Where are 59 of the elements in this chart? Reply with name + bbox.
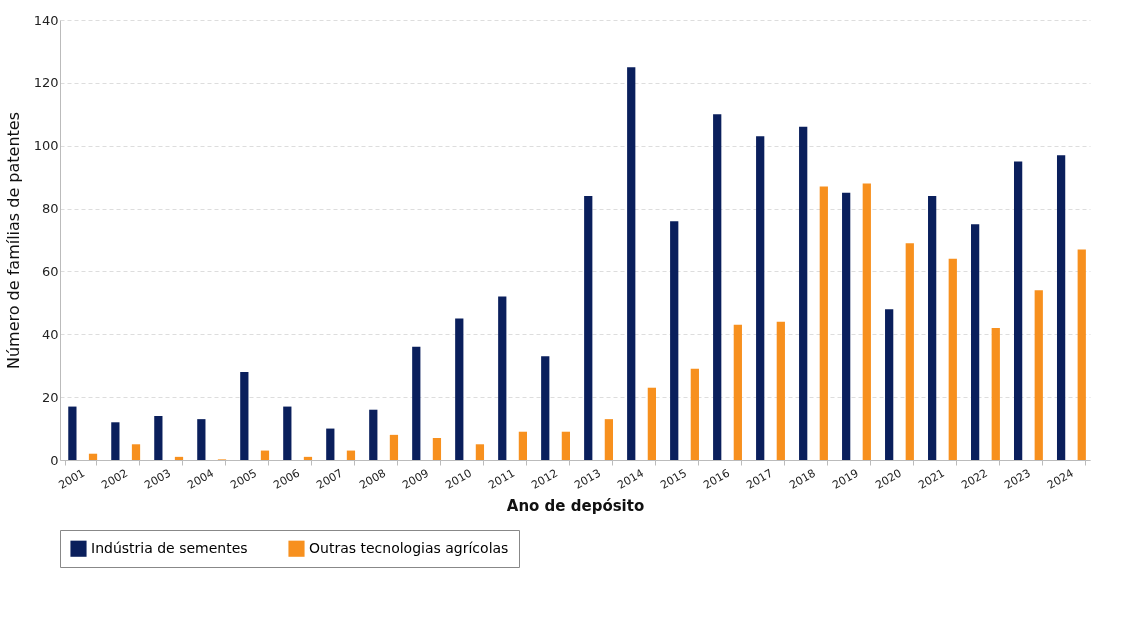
bar (756, 136, 765, 460)
bar (131, 444, 141, 460)
bar (240, 372, 249, 460)
bar (561, 431, 571, 460)
bar (498, 296, 507, 460)
bar (1014, 161, 1023, 460)
bar (283, 406, 292, 460)
bar (647, 387, 656, 460)
x-axis-title: Ano de depósito (506, 497, 645, 516)
y-axis-title: Número de famílias de patentes (3, 111, 23, 370)
y-tick-label: 20 (41, 389, 59, 405)
bar (369, 409, 378, 460)
legend-label: Indústria de sementes (91, 539, 248, 556)
bar (819, 186, 828, 460)
bar (971, 224, 980, 460)
bar (541, 356, 550, 460)
bar (842, 192, 851, 460)
bar (604, 419, 613, 460)
bar (713, 114, 722, 460)
bar (455, 318, 464, 460)
bar (197, 419, 206, 460)
bar (885, 309, 894, 460)
bar (88, 453, 98, 460)
bar (862, 183, 871, 460)
bar (1056, 155, 1066, 460)
bar (346, 450, 356, 460)
bar (1077, 249, 1086, 460)
bar (326, 428, 335, 460)
bar (905, 243, 914, 460)
y-tick-label: 100 (33, 138, 59, 154)
bar (776, 321, 785, 460)
bar (432, 438, 442, 460)
bar (68, 406, 77, 460)
bar (799, 126, 808, 460)
bar (412, 346, 421, 460)
legend-label: Outras tecnologias agrícolas (309, 539, 509, 556)
bar (690, 368, 699, 460)
y-tick-label: 120 (33, 75, 59, 91)
y-tick-label: 60 (41, 263, 59, 279)
bar (733, 324, 742, 460)
bar (303, 456, 313, 460)
bar (584, 196, 593, 460)
bar (111, 422, 120, 460)
bar (991, 328, 1000, 460)
y-tick-label: 140 (33, 12, 59, 28)
bar (627, 67, 636, 460)
bar (1034, 290, 1043, 460)
bar (948, 258, 957, 460)
y-tick-label: 0 (50, 452, 59, 468)
bar (260, 450, 270, 460)
y-tick-label: 80 (41, 201, 59, 217)
bar (928, 196, 937, 460)
bar (475, 444, 485, 460)
bar (518, 431, 528, 460)
bar (670, 221, 679, 460)
bar (174, 456, 184, 460)
bar (154, 416, 163, 460)
bar (389, 434, 399, 460)
y-tick-label: 40 (41, 326, 59, 342)
